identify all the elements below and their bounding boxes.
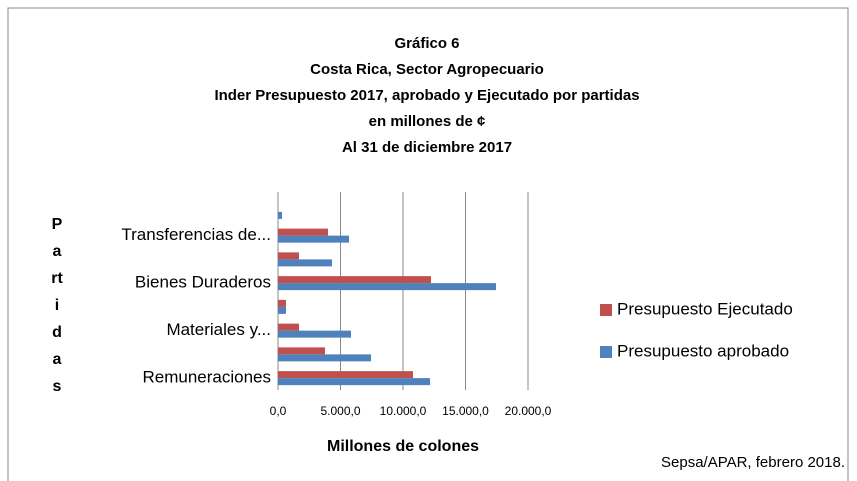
- bar: [278, 276, 431, 284]
- bar: [278, 259, 332, 267]
- bar: [278, 235, 349, 243]
- chart-title: Al 31 de diciembre 2017: [342, 139, 512, 156]
- x-tick-label: 0,0: [270, 404, 287, 418]
- y-tick-label: Remuneraciones: [142, 368, 271, 387]
- x-axis-label: Millones de colones: [327, 438, 479, 455]
- bar: [278, 371, 413, 379]
- bar: [278, 211, 282, 219]
- bar: [278, 354, 371, 362]
- bar: [278, 306, 286, 314]
- legend-swatch: [600, 346, 612, 358]
- y-tick-label: Materiales y...: [166, 320, 271, 339]
- chart-border: [7, 7, 849, 481]
- bar: [278, 228, 328, 236]
- legend-label: Presupuesto Ejecutado: [617, 299, 793, 318]
- chart-title: Costa Rica, Sector Agropecuario: [310, 61, 544, 78]
- source-note: Sepsa/APAR, febrero 2018.: [661, 454, 845, 471]
- bar: [278, 323, 299, 331]
- bar: [278, 347, 325, 355]
- bar: [278, 330, 351, 338]
- y-tick-label: Transferencias de...: [121, 225, 271, 244]
- bar: [278, 252, 299, 260]
- chart-title: Inder Presupuesto 2017, aprobado y Ejecu…: [214, 87, 639, 104]
- chart-title: en millones de ¢: [369, 113, 486, 130]
- bar: [278, 378, 430, 386]
- legend-label: Presupuesto aprobado: [617, 341, 789, 360]
- bar: [278, 283, 496, 291]
- x-tick-label: 5.000,0: [320, 404, 360, 418]
- x-tick-label: 10.000,0: [380, 404, 427, 418]
- x-tick-label: 15.000,0: [442, 404, 489, 418]
- x-tick-label: 20.000,0: [505, 404, 552, 418]
- y-tick-label: Bienes Duraderos: [135, 273, 271, 292]
- legend-swatch: [600, 304, 612, 316]
- y-axis-label: Partidas: [51, 216, 63, 395]
- bar: [278, 299, 286, 307]
- chart-title: Gráfico 6: [394, 35, 459, 52]
